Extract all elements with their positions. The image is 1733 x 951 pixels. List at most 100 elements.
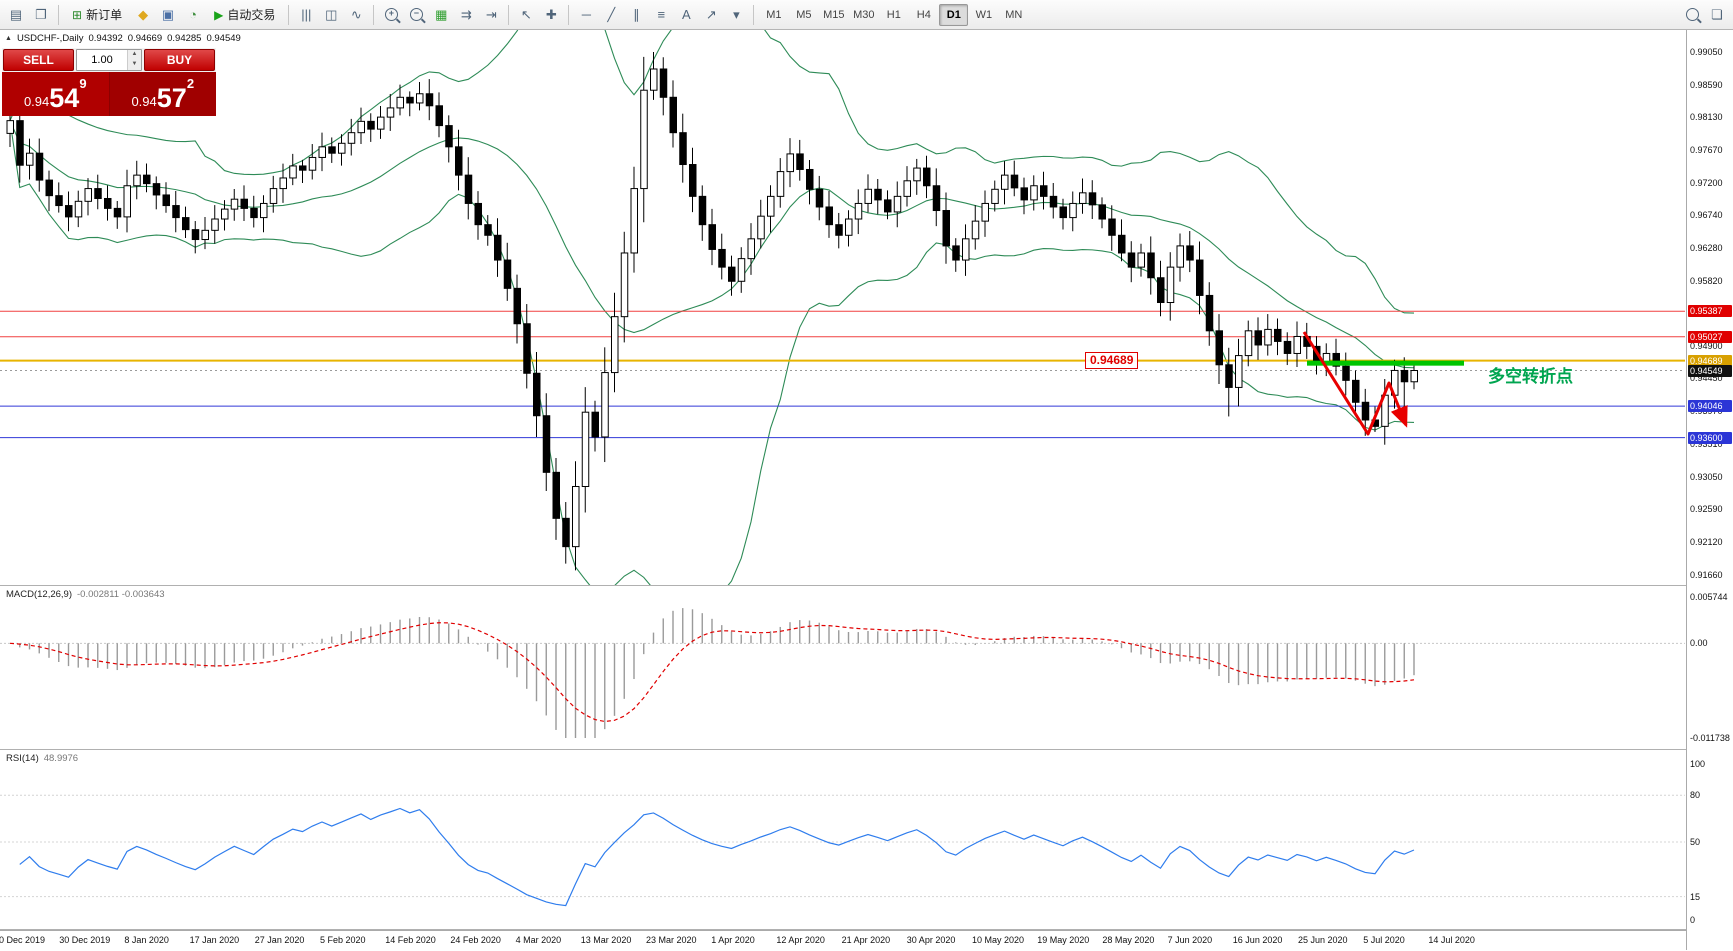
price-axis-label: 0.95820 bbox=[1690, 275, 1723, 286]
price-tag: 0.94046 bbox=[1688, 400, 1732, 413]
profiles-icon[interactable]: ❐ bbox=[35, 6, 47, 22]
candle-body bbox=[1088, 192, 1097, 206]
volume-input[interactable] bbox=[77, 50, 127, 70]
zoom-out-icon[interactable]: − bbox=[404, 3, 428, 27]
price-level-label[interactable]: 0.94689 bbox=[1085, 352, 1139, 369]
candle-body bbox=[708, 224, 716, 250]
candle-body bbox=[55, 195, 63, 207]
candle-body bbox=[611, 316, 619, 374]
candlestick-chart[interactable] bbox=[0, 0, 1685, 605]
crosshair-icon[interactable]: ✚ bbox=[545, 6, 557, 22]
timeframe-m5-button[interactable]: M5 bbox=[796, 8, 812, 21]
rsi-panel[interactable] bbox=[0, 750, 1685, 929]
candle-body bbox=[143, 174, 151, 185]
candle-body bbox=[942, 210, 950, 247]
autotrading-play-icon: ▶ bbox=[214, 7, 224, 22]
shapes-dropdown-icon[interactable]: ▾ bbox=[733, 6, 740, 22]
new-order-icon: ⊞ bbox=[72, 7, 83, 22]
timeframe-mn-button[interactable]: MN bbox=[1005, 8, 1023, 21]
trendline-icon[interactable]: ╱ bbox=[607, 6, 616, 22]
candle-body bbox=[533, 372, 541, 417]
timeframe-h4-button[interactable]: H4 bbox=[916, 8, 931, 21]
text-tool-icon[interactable]: A bbox=[681, 7, 691, 22]
candle-body bbox=[16, 120, 24, 166]
panel-divider[interactable] bbox=[0, 585, 1733, 586]
collapse-icon[interactable]: ▲ bbox=[5, 35, 12, 42]
price-axis-label: 0.91660 bbox=[1690, 569, 1723, 580]
layout-icon[interactable]: ❏ bbox=[1711, 6, 1723, 22]
timeframe-m1-button[interactable]: M1 bbox=[766, 8, 782, 21]
zoom-in-icon[interactable]: + bbox=[379, 3, 403, 27]
candle-body bbox=[1342, 365, 1350, 381]
candle-body bbox=[1049, 195, 1058, 208]
candlestick-chart-icon[interactable]: ◫ bbox=[325, 6, 338, 22]
timeframe-m30-button[interactable]: M30 bbox=[853, 8, 875, 21]
candle-body bbox=[230, 198, 239, 210]
support-line-annotation[interactable] bbox=[1307, 360, 1464, 366]
fibonacci-icon[interactable]: ≡ bbox=[657, 7, 666, 22]
new-order-button[interactable]: ⊞ 新订单 bbox=[72, 7, 123, 23]
channel-icon[interactable]: ∥ bbox=[633, 6, 640, 22]
auto-scroll-icon[interactable]: ⇉ bbox=[460, 6, 472, 22]
line-chart-icon[interactable]: ∿ bbox=[350, 6, 362, 22]
candle-body bbox=[1215, 330, 1223, 366]
date-label: 16 Jun 2020 bbox=[1232, 935, 1283, 945]
macd-panel[interactable] bbox=[0, 586, 1685, 749]
price-scale[interactable]: 0.99050 0.98590 0.98130 0.97670 0.97200 0.967… bbox=[1686, 0, 1733, 950]
turning-point-label[interactable]: 多空转折点 bbox=[1488, 367, 1573, 386]
rsi-axis-label: 50 bbox=[1690, 837, 1701, 847]
macd-chart[interactable] bbox=[0, 586, 1685, 749]
new-chart-icon[interactable]: ▤ bbox=[9, 6, 23, 22]
chart-shift-icon[interactable]: ⇥ bbox=[485, 6, 497, 22]
candle-body bbox=[318, 146, 326, 158]
time-scale[interactable]: 20 Dec 2019 30 Dec 2019 8 Jan 2020 17 Jan 2… bbox=[0, 930, 1686, 951]
candle-body bbox=[425, 93, 434, 107]
bid-price[interactable]: 0.94 54 9 bbox=[2, 72, 110, 116]
candle-body bbox=[65, 205, 73, 218]
chart-canvas[interactable]: 0.94689 多空转折点 bbox=[0, 0, 1685, 605]
date-label: 8 Jan 2020 bbox=[124, 935, 169, 945]
timeframe-h1-button[interactable]: H1 bbox=[886, 8, 901, 21]
price-tag: 0.94549 bbox=[1688, 364, 1732, 377]
volume-up-button[interactable]: ▲ bbox=[128, 50, 141, 60]
trend-arrow-annotation[interactable] bbox=[1302, 331, 1408, 436]
candle-body bbox=[172, 205, 180, 219]
buy-button[interactable]: BUY bbox=[144, 49, 215, 71]
market-icon[interactable]: ▣ bbox=[161, 6, 175, 22]
price-axis-label: 0.96740 bbox=[1690, 210, 1723, 221]
arrow-tool-icon[interactable]: ↗ bbox=[705, 6, 717, 22]
candle-body bbox=[1030, 185, 1038, 201]
horizontal-line-icon[interactable]: ─ bbox=[581, 7, 591, 22]
date-label: 28 May 2020 bbox=[1102, 935, 1155, 945]
candle-body bbox=[406, 96, 414, 104]
tile-windows-icon[interactable]: ▦ bbox=[435, 6, 448, 22]
timeframe-m15-button[interactable]: M15 bbox=[823, 8, 845, 21]
candle-body bbox=[1274, 328, 1282, 342]
timeframe-w1-button[interactable]: W1 bbox=[975, 8, 993, 21]
ask-price[interactable]: 0.94 57 2 bbox=[109, 72, 216, 116]
panel-divider bbox=[0, 929, 1733, 930]
bar-chart-icon[interactable]: ||| bbox=[301, 7, 312, 22]
cursor-icon[interactable]: ↖ bbox=[520, 6, 532, 22]
candle-body bbox=[338, 142, 346, 154]
panel-divider[interactable] bbox=[0, 749, 1733, 750]
candle-body bbox=[689, 164, 697, 197]
volume-down-button[interactable]: ▼ bbox=[128, 60, 141, 70]
candle-body bbox=[299, 165, 307, 171]
rsi-axis-label: 80 bbox=[1690, 790, 1701, 801]
refresh-icon[interactable]: ◔ bbox=[189, 7, 197, 22]
timeframe-d1-button[interactable]: D1 bbox=[939, 3, 969, 26]
sell-button[interactable]: SELL bbox=[3, 49, 74, 71]
candle-body bbox=[669, 96, 677, 134]
rsi-chart[interactable] bbox=[0, 750, 1685, 929]
search-icon[interactable] bbox=[1680, 3, 1704, 27]
candle-body bbox=[923, 167, 931, 187]
rsi-axis-label: 100 bbox=[1690, 759, 1706, 769]
autotrading-button[interactable]: ▶ 自动交易 bbox=[214, 7, 276, 23]
date-label: 20 Dec 2019 bbox=[0, 935, 46, 945]
candle-body bbox=[640, 89, 648, 190]
date-label: 10 May 2020 bbox=[972, 935, 1025, 945]
metaeditor-icon[interactable]: ◆ bbox=[138, 6, 149, 22]
candle-body bbox=[757, 215, 765, 240]
candle-body bbox=[1400, 369, 1409, 383]
